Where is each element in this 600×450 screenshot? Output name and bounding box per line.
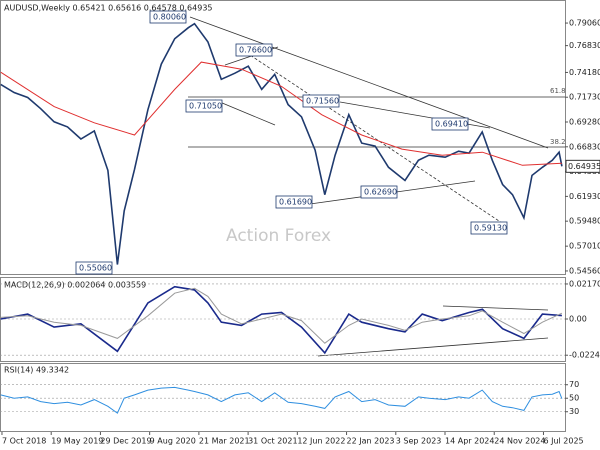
y-tick-label: 0.00 [569,314,587,323]
price-label-box [302,94,340,108]
panel-title: MACD(12,26,9) 0.002064 0.003559 [4,281,146,290]
price-label-box [149,10,187,24]
y-tick-label: 0.79060 [569,19,600,28]
y-tick-label: 30 [569,407,579,416]
x-tick-label: 14 Apr 2024 [445,437,494,446]
chart-title: AUDUSD,Weekly 0.65421 0.65616 0.64578 0.… [4,4,213,13]
watermark: Action Forex [226,226,331,246]
x-tick-label: 3 Sep 2023 [396,437,442,446]
y-tick-label: 0.59480 [569,217,600,226]
x-tick-label: 29 Dec 2019 [100,437,151,446]
y-tick-label: 0.76830 [569,41,600,50]
price-label-box [470,221,508,235]
y-tick-label: 0.61930 [569,192,600,201]
series-line [0,61,562,166]
price-label: 0.71050 [189,102,222,111]
trend-line [442,305,549,311]
price-label-box [275,195,313,209]
x-tick-label: 19 May 2019 [51,437,103,446]
series-line [0,22,563,265]
y-tick-label: 50 [569,394,579,403]
trend-line [189,16,549,149]
y-tick-label: -0.022445 [569,351,600,360]
y-tick-label: 0.54560 [569,266,600,275]
price-label: 0.62690 [364,188,397,197]
price-label: 0.69410 [435,120,468,129]
last-price-box [565,159,600,173]
x-tick-label: 24 Nov 2024 [494,437,545,446]
y-tick-label: 0.74180 [569,68,600,77]
x-tick-label: 21 Mar 2021 [199,437,250,446]
trend-line [214,99,276,126]
price-label-box [235,43,273,57]
price-label-box [185,99,223,113]
price-label: 0.59130 [474,224,507,233]
fib-label: 38.2 [550,138,566,146]
trend-line [237,46,506,226]
price-label: 0.71560 [306,97,339,106]
price-label: 0.61690 [279,198,312,207]
price-label-box [431,117,469,131]
y-tick-label: 70 [569,380,579,389]
x-tick-label: 9 Aug 2020 [150,437,196,446]
price-label-box [360,185,398,199]
panel-title: RSI(14) 49.3342 [4,366,69,375]
x-tick-label: 22 Jan 2023 [347,437,395,446]
rsi-panel [0,363,566,432]
series-line [0,386,563,414]
series-line [0,285,562,355]
x-tick-label: 7 Oct 2018 [2,437,46,446]
last-price: 0.64935 [568,162,600,171]
x-tick-label: 6 Jul 2025 [543,437,583,446]
fib-label: 61.8 [550,87,566,95]
trend-line [317,337,549,357]
x-tick-label: 12 Jun 2022 [297,437,345,446]
price-label: 0.55060 [79,264,112,273]
price-label-box [75,261,113,275]
y-tick-label: 0.66830 [569,142,600,151]
series-line [0,287,563,344]
price-label: 0.80060 [153,13,186,22]
y-tick-label: 0.69280 [569,118,600,127]
price-panel [0,0,566,275]
macd-panel [0,277,566,362]
x-tick-label: 31 Oct 2021 [248,437,297,446]
y-tick-label: 0.021704 [569,279,600,288]
y-tick-label: 0.71730 [569,93,600,102]
y-tick-label: 0.57010 [569,242,600,251]
price-label: 0.76600 [239,46,272,55]
